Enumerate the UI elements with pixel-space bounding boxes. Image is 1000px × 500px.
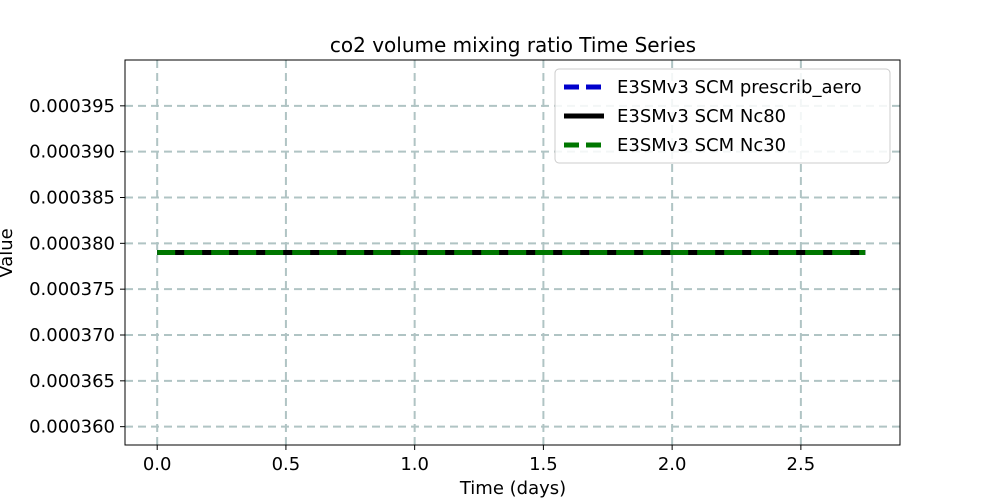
- x-tick-label: 2.5: [787, 454, 816, 475]
- plot-frame: [124, 59, 901, 446]
- x-tick-label: 1.0: [400, 454, 429, 475]
- legend-label-2: E3SMv3 SCM Nc30: [617, 135, 786, 156]
- legend: E3SMv3 SCM prescrib_aero E3SMv3 SCM Nc80 E…: [554, 68, 891, 164]
- y-tick-label: 0.000390: [29, 142, 115, 163]
- x-tick-label: 0.0: [143, 454, 172, 475]
- y-tick-label: 0.000395: [29, 96, 115, 117]
- legend-label-0: E3SMv3 SCM prescrib_aero: [617, 77, 862, 98]
- y-tick-label: 0.000385: [29, 188, 115, 209]
- legend-box: [554, 68, 891, 164]
- y-axis: 0.000360 0.000365 0.000370 0.000375 0.000380…: [29, 96, 125, 438]
- x-axis-label: Time (days): [459, 478, 566, 499]
- y-tick-label: 0.000380: [29, 233, 115, 254]
- y-tick-label: 0.000360: [29, 417, 115, 438]
- legend-label-1: E3SMv3 SCM Nc80: [617, 106, 786, 127]
- x-tick-label: 2.0: [658, 454, 687, 475]
- y-tick-label: 0.000365: [29, 371, 115, 392]
- y-tick-label: 0.000370: [29, 325, 115, 346]
- y-axis-label: Value: [0, 228, 17, 277]
- y-tick-label: 0.000375: [29, 279, 115, 300]
- x-axis: 0.0 0.5 1.0 1.5 2.0 2.5: [143, 445, 815, 475]
- legend-entries: E3SMv3 SCM prescrib_aero E3SMv3 SCM Nc80 E…: [564, 77, 862, 156]
- chart-title: co2 volume mixing ratio Time Series: [330, 33, 696, 57]
- x-tick-label: 0.5: [272, 454, 301, 475]
- x-tick-label: 1.5: [529, 454, 558, 475]
